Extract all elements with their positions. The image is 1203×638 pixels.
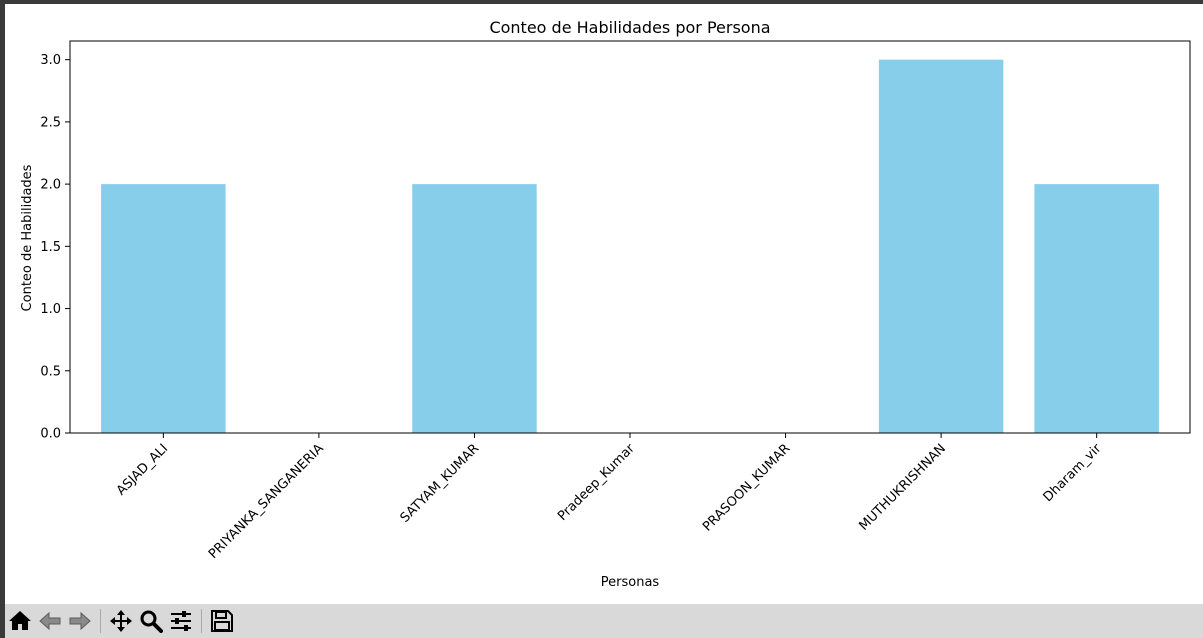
axes-frame <box>69 40 1191 434</box>
navigation-toolbar <box>5 604 1203 638</box>
x-tick-label: MUTHUKRISHNAN <box>856 441 948 533</box>
y-tick-label: 0.0 <box>40 427 61 442</box>
bar-muthukrishnan <box>878 59 1004 434</box>
pan-icon <box>110 610 132 632</box>
y-tick-label: 3.0 <box>40 53 61 68</box>
x-tick-label: Pradeep_Kumar <box>555 441 638 524</box>
back-button[interactable] <box>35 606 65 636</box>
back-icon <box>39 611 61 631</box>
chart-title: Conteo de Habilidades por Persona <box>489 18 770 37</box>
forward-icon <box>69 611 91 631</box>
save-button[interactable] <box>207 606 237 636</box>
bar-dharam-vir <box>1034 184 1159 433</box>
zoom-button[interactable] <box>136 606 166 636</box>
x-tick-label: ASJAD_ALI <box>114 441 171 498</box>
y-tick-label: 2.5 <box>40 115 61 130</box>
y-tick-label: 1.0 <box>40 302 61 317</box>
y-tick-label: 2.0 <box>40 178 61 193</box>
zoom-icon <box>140 610 163 633</box>
window-frame-left <box>0 0 5 638</box>
home-button[interactable] <box>5 606 35 636</box>
y-tick-label: 0.5 <box>40 364 61 379</box>
home-icon <box>9 611 31 630</box>
bar-satyam-kumar <box>412 184 537 433</box>
configure-button[interactable] <box>166 606 196 636</box>
y-tick-label: 1.5 <box>40 240 61 255</box>
x-tick-label: PRIYANKA_SANGANERIA <box>206 441 327 562</box>
x-axis-label: Personas <box>601 575 660 590</box>
x-tick-label: PRASOON_KUMAR <box>700 441 793 534</box>
x-tick-label: SATYAM_KUMAR <box>398 441 483 526</box>
save-icon <box>211 610 233 632</box>
bar-asjad-ali <box>101 184 226 433</box>
y-axis-label: Conteo de Habilidades <box>20 164 35 311</box>
window-frame-top <box>0 0 1203 4</box>
forward-button[interactable] <box>65 606 95 636</box>
bar-chart: Conteo de Habilidades por Persona Conteo… <box>20 18 1191 590</box>
toolbar-separator <box>201 609 202 633</box>
toolbar-separator <box>100 609 101 633</box>
pan-button[interactable] <box>106 606 136 636</box>
configure-icon <box>171 611 191 631</box>
x-tick-label: Dharam_vir <box>1041 441 1105 505</box>
